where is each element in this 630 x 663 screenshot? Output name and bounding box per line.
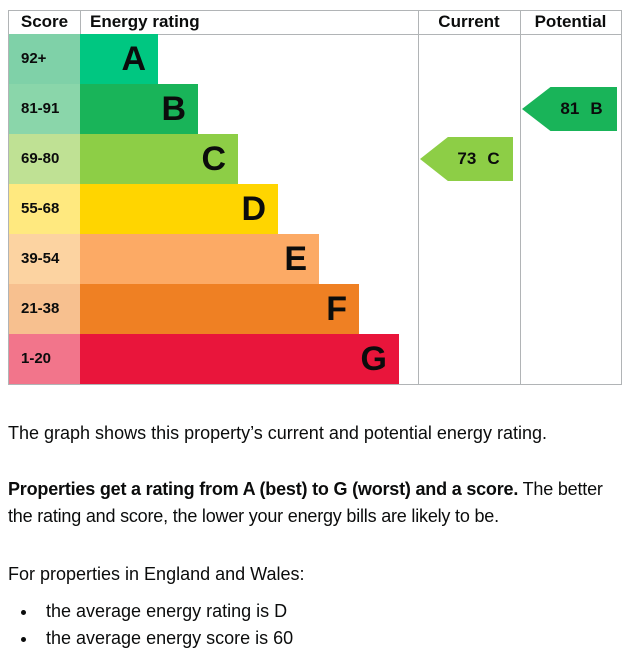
column-header-energy-rating: Energy rating <box>90 12 200 31</box>
band-row-b: 81-91 B <box>9 84 621 134</box>
rating-explainer-rest: The better the rating and score, the low… <box>8 479 603 526</box>
potential-rating-arrow: 81 B <box>522 87 617 131</box>
band-bar-e: E <box>80 234 319 284</box>
column-header-potential: Potential <box>534 12 607 31</box>
band-row-e: 39-54 E <box>9 234 621 284</box>
band-row-c: 69-80 C <box>9 134 621 184</box>
region-text: For properties in England and Wales: <box>8 564 305 584</box>
current-column-divider <box>418 11 419 384</box>
band-bar-g: G <box>80 334 399 384</box>
column-header-score: Score <box>20 12 69 31</box>
region-paragraph: For properties in England and Wales: <box>8 561 622 588</box>
chart-header-row: Score Energy rating Current Potential <box>9 11 621 34</box>
band-score-range: 55-68 <box>9 184 80 234</box>
averages-list: the average energy rating is D the avera… <box>8 598 622 652</box>
current-score: 73 <box>457 149 477 168</box>
band-row-a: 92+ A <box>9 34 621 84</box>
band-score-range: 39-54 <box>9 234 80 284</box>
intro-text: The graph shows this property’s current … <box>8 423 547 443</box>
band-row-g: 1-20 G <box>9 334 621 384</box>
band-row-d: 55-68 D <box>9 184 621 234</box>
band-row-f: 21-38 F <box>9 284 621 334</box>
band-score-range: 1-20 <box>9 334 80 384</box>
band-bar-b: B <box>80 84 198 134</box>
band-bar-c: C <box>80 134 238 184</box>
band-score-range: 92+ <box>9 34 80 84</box>
energy-rating-chart: Score Energy rating Current Potential 92… <box>8 10 622 385</box>
rating-explainer-bold: Properties get a rating from A (best) to… <box>8 479 519 499</box>
header-underline <box>9 34 621 35</box>
band-bar-a: A <box>80 34 158 84</box>
potential-score: 81 <box>560 99 580 118</box>
rating-explainer-paragraph: Properties get a rating from A (best) to… <box>8 476 622 530</box>
current-band: C <box>487 149 500 168</box>
band-score-range: 81-91 <box>9 84 80 134</box>
potential-column-divider <box>520 11 521 384</box>
band-score-range: 21-38 <box>9 284 80 334</box>
average-rating-item: the average energy rating is D <box>38 598 622 625</box>
band-bar-d: D <box>80 184 278 234</box>
score-column-divider <box>80 11 81 34</box>
band-score-range: 69-80 <box>9 134 80 184</box>
potential-band: B <box>590 99 603 118</box>
intro-paragraph: The graph shows this property’s current … <box>8 420 622 447</box>
average-score-item: the average energy score is 60 <box>38 625 622 652</box>
band-bar-f: F <box>80 284 359 334</box>
column-header-current: Current <box>438 12 500 31</box>
